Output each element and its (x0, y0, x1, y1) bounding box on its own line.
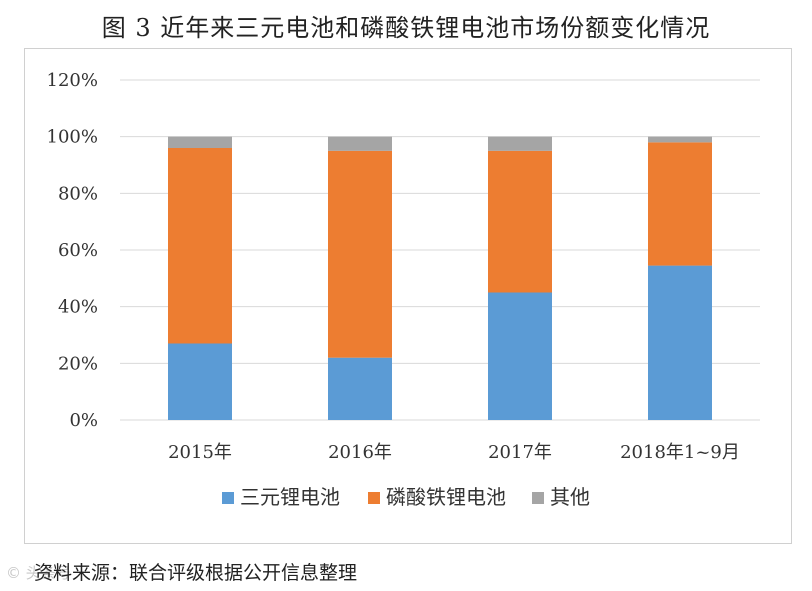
bar-segment (168, 343, 232, 420)
legend-label: 三元锂电池 (240, 485, 340, 509)
chart-frame (24, 48, 792, 544)
legend-label: 磷酸铁锂电池 (386, 485, 506, 509)
bar-segment (648, 136, 712, 143)
y-tick-label: 40% (58, 297, 98, 318)
bar-segment (328, 150, 392, 358)
bar-segment (648, 142, 712, 266)
y-tick-label: 120% (47, 70, 98, 91)
legend-label: 其他 (550, 485, 590, 509)
bar-segment (648, 265, 712, 420)
x-tick-label: 2018年1~9月 (620, 442, 740, 463)
x-axis-ticks: 2015年 2016年 2017年 2018年1~9月 (168, 442, 740, 463)
chart-title: 图 3 近年来三元电池和磷酸铁锂电池市场份额变化情况 (101, 14, 711, 42)
x-tick-label: 2017年 (488, 442, 552, 463)
x-tick-label: 2015年 (168, 442, 232, 463)
bar-segment (328, 136, 392, 151)
legend-swatch (222, 492, 234, 504)
legend-swatch (368, 492, 380, 504)
y-tick-label: 60% (58, 240, 98, 261)
watermark: © 头条号 (6, 564, 71, 582)
bar-segment (488, 136, 552, 151)
x-tick-label: 2016年 (328, 442, 392, 463)
bar-segment (168, 148, 232, 344)
y-tick-label: 0% (69, 410, 98, 431)
bar-segment (488, 150, 552, 293)
legend: 三元锂电池 磷酸铁锂电池 其他 (222, 485, 590, 509)
y-tick-label: 20% (58, 353, 98, 374)
bar-segment (168, 136, 232, 148)
y-tick-label: 80% (58, 183, 98, 204)
y-tick-label: 100% (47, 127, 98, 148)
source-note: 资料来源：联合评级根据公开信息整理 (34, 562, 358, 584)
bar-segment (488, 292, 552, 420)
legend-swatch (532, 492, 544, 504)
bars (168, 136, 712, 420)
y-axis-ticks: 0% 20% 40% 60% 80% 100% 120% (47, 70, 98, 431)
bar-segment (328, 357, 392, 420)
